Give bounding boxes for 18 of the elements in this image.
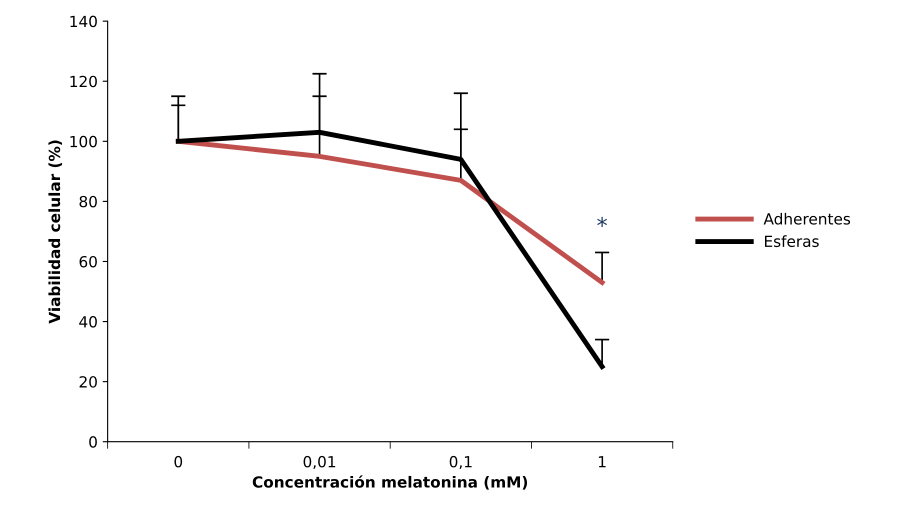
y-tick-label: 60 [80, 256, 97, 268]
line-series [176, 138, 605, 285]
x-axis-title: Concentración melatonina (mM) [252, 475, 528, 490]
x-tick-label: 1 [598, 456, 606, 468]
y-tick-label: 80 [80, 196, 97, 208]
y-tick-label: 0 [89, 436, 97, 448]
y-tick-label: 140 [70, 16, 97, 28]
y-tick-label: 20 [80, 376, 97, 388]
y-tick-label: 120 [70, 76, 97, 88]
legend-label: Esferas [764, 235, 819, 248]
x-tick-label: 0,1 [450, 456, 472, 469]
y-tick-label: 40 [79, 316, 97, 328]
y-axis-title: Viabilidad celular (%) [48, 140, 62, 324]
annotation: * [597, 216, 608, 228]
x-tick-label: 0 [174, 456, 182, 468]
y-tick-label: 100 [70, 136, 97, 148]
legend-label: Adherentes [764, 212, 850, 225]
x-tick-label: 0,01 [304, 456, 336, 469]
